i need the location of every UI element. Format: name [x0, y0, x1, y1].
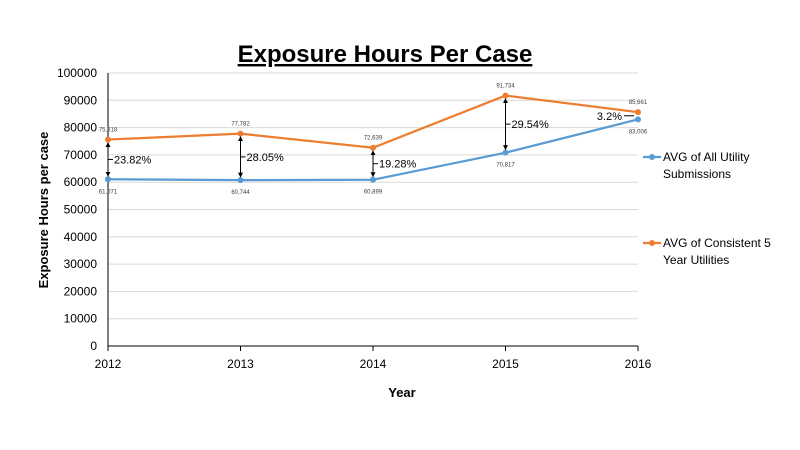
gap-label: 28.05% — [247, 152, 285, 164]
data-point — [502, 149, 509, 156]
series-layer: 61,071 60,744 60,899 70,817 83,006 75,618 77,7… — [99, 84, 648, 197]
gap-annotation: 3.2% — [597, 111, 634, 123]
y-tick-label: 70000 — [64, 148, 98, 162]
series-consistent-5-year-utilities: 75,618 77,782 72,639 91,734 85,661 — [99, 84, 648, 151]
legend-swatch-marker — [649, 240, 655, 246]
gap-annotation: 23.82% — [105, 142, 152, 177]
data-label: 83,006 — [629, 129, 648, 135]
x-tick-label: 2015 — [492, 357, 519, 371]
data-point — [635, 116, 641, 123]
annotation-layer: 23.82% 28.05% 19.28% 29.54% 3.2% — [105, 98, 634, 178]
data-label: 85,661 — [629, 100, 648, 106]
x-tick-label: 2014 — [360, 357, 387, 371]
x-tick-label: 2016 — [625, 357, 652, 371]
gap-label: 29.54% — [512, 119, 550, 131]
gridlines — [108, 72, 638, 320]
data-point — [370, 176, 376, 183]
gap-annotation: 28.05% — [238, 136, 285, 178]
x-axis-title: Year — [388, 385, 415, 400]
y-tick-label: 90000 — [64, 93, 98, 107]
legend-swatch-marker — [649, 154, 655, 160]
data-label: 75,618 — [99, 128, 118, 134]
legend-label: Submissions — [663, 167, 731, 181]
series-all-utility-submissions: 61,071 60,744 60,899 70,817 83,006 — [99, 116, 648, 196]
y-tick-label: 100000 — [57, 66, 97, 80]
gap-annotation: 29.54% — [503, 98, 550, 151]
y-tick-label: 80000 — [64, 121, 98, 135]
gap-label: 23.82% — [114, 154, 152, 166]
y-tick-label: 50000 — [64, 203, 98, 217]
y-tick-label: 20000 — [64, 284, 98, 298]
y-tick-label: 60000 — [64, 175, 98, 189]
data-label: 61,071 — [99, 189, 118, 195]
y-axis-title: Exposure Hours per case — [36, 132, 51, 289]
data-point — [105, 176, 111, 183]
data-label: 91,734 — [496, 84, 515, 90]
gap-label: 3.2% — [597, 111, 622, 123]
y-tick-label: 10000 — [64, 312, 98, 326]
legend-label: AVG of Consistent 5 — [663, 236, 771, 250]
y-axis-ticks: 0 10000 20000 30000 40000 50000 60000 70000 8000… — [57, 66, 97, 353]
legend-label: AVG of All Utility — [663, 150, 749, 164]
chart-title: Exposure Hours Per Case — [238, 41, 533, 68]
legend-entry: AVG of All Utility Submissions — [643, 150, 749, 181]
y-tick-label: 40000 — [64, 230, 98, 244]
data-point — [105, 136, 111, 143]
x-tick-label: 2013 — [227, 357, 254, 371]
legend-entry: AVG of Consistent 5 Year Utilities — [643, 236, 771, 267]
data-label: 70,817 — [496, 163, 515, 169]
legend: AVG of All Utility Submissions AVG of Cons… — [643, 150, 771, 267]
x-tick-label: 2012 — [95, 357, 122, 371]
data-point — [635, 109, 641, 116]
y-tick-label: 0 — [90, 339, 97, 353]
data-label: 60,744 — [231, 190, 250, 196]
data-point — [370, 144, 376, 151]
data-point — [237, 130, 244, 137]
data-point — [237, 177, 244, 184]
legend-label: Year Utilities — [663, 253, 729, 267]
data-label: 77,782 — [231, 122, 250, 128]
x-axis-ticks: 2012 2013 2014 2015 2016 — [95, 346, 652, 371]
data-label: 60,899 — [364, 190, 383, 196]
gap-annotation: 19.28% — [370, 150, 417, 178]
data-label: 72,639 — [364, 136, 383, 142]
gap-label: 19.28% — [379, 159, 417, 171]
data-point — [502, 92, 509, 99]
y-tick-label: 30000 — [64, 257, 98, 271]
